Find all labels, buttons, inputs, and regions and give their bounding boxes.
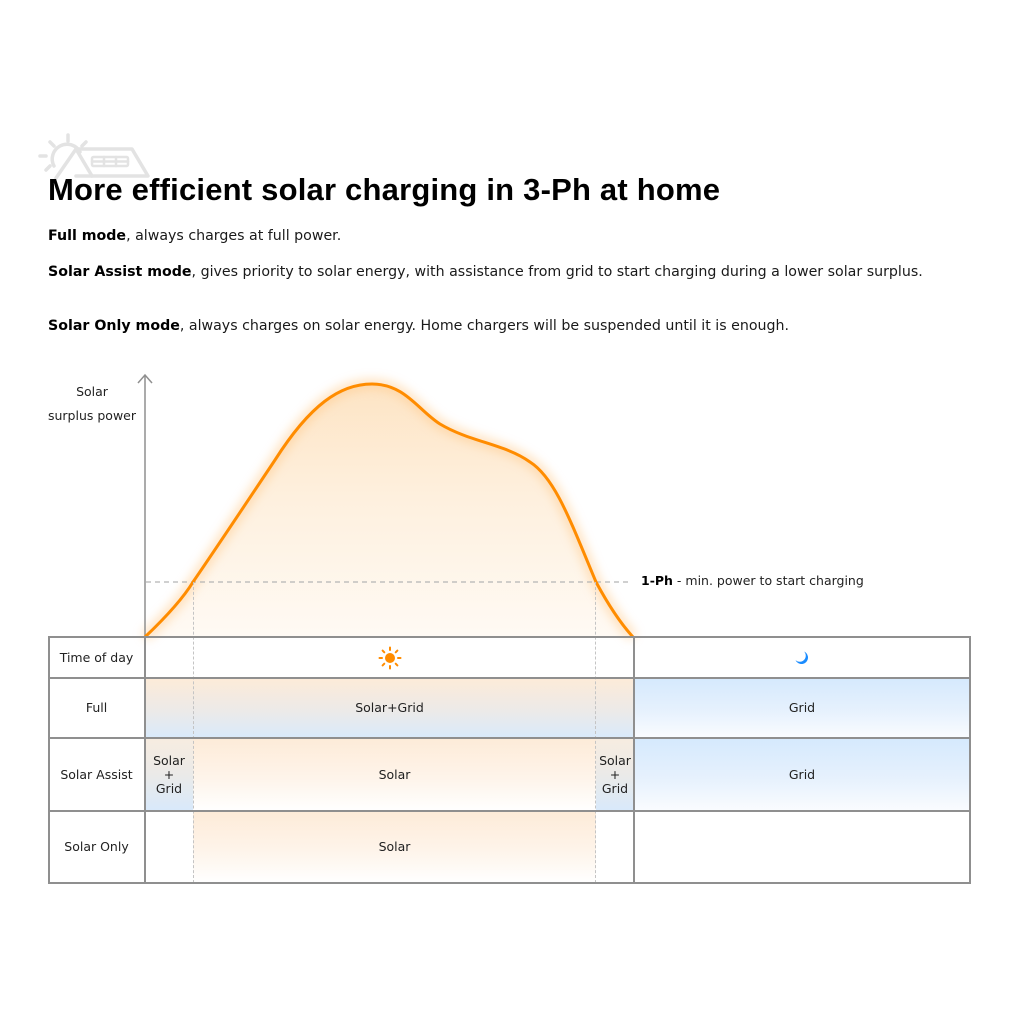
- solar-only-day-cell: Solar: [193, 811, 596, 883]
- full-mode-text: , always charges at full power.: [126, 228, 342, 244]
- solar-surplus-curve: [143, 382, 635, 639]
- full-mode-label: Full mode: [48, 228, 127, 244]
- mode-label-solar-assist: Solar Assist: [48, 738, 145, 811]
- table-divider-3: [48, 810, 970, 812]
- threshold-label-bold: 1-Ph: [641, 573, 673, 588]
- solar-assist-night-value: Grid: [788, 766, 816, 782]
- mode-full-text: Full: [85, 700, 108, 715]
- y-axis-label-line1: Solar: [76, 384, 108, 399]
- solar-surplus-chart: [137, 373, 637, 641]
- threshold-end-guide: [595, 582, 596, 883]
- full-mode-description: Full mode, always charges at full power.: [48, 227, 928, 245]
- solar-only-day-value: Solar: [378, 839, 411, 854]
- y-axis-arrow-icon: [137, 373, 153, 384]
- sun-icon: [378, 646, 401, 669]
- solar-assist-mode-text: , gives priority to solar energy, with a…: [191, 264, 923, 280]
- solar-only-mode-label: Solar Only mode: [48, 318, 180, 334]
- table-divider-1: [48, 677, 970, 679]
- full-night-cell: Grid: [634, 678, 970, 738]
- mode-label-full: Full: [48, 678, 145, 738]
- solar-assist-mode-label: Solar Assist mode: [48, 264, 192, 280]
- threshold-label-text: - min. power to start charging: [672, 573, 864, 588]
- solar-assist-edge-right-l2: +: [609, 766, 621, 782]
- mode-table: Solar+Grid Grid Solar + Grid Solar Solar…: [48, 582, 971, 884]
- solar-assist-day-cell: Solar: [193, 738, 596, 811]
- solar-only-night-cell: [634, 811, 970, 883]
- solar-only-mode-description: Solar Only mode, always charges on solar…: [48, 317, 928, 335]
- solar-assist-edge-left-l1: Solar: [153, 752, 185, 768]
- table-divider-day-night: [633, 636, 635, 884]
- solar-assist-edge-left-l2: +: [163, 766, 175, 782]
- table-border-right: [969, 636, 971, 884]
- table-divider-2: [48, 737, 970, 739]
- y-axis-label-line2: surplus power: [47, 408, 137, 423]
- time-of-day-label: Time of day: [48, 637, 145, 678]
- solar-assist-night-cell: Grid: [634, 738, 970, 811]
- table-border-left: [48, 636, 50, 884]
- table-border-top: [48, 636, 970, 638]
- mode-solar-only-text: Solar Only: [64, 839, 129, 854]
- full-day-cell: Solar+Grid: [145, 678, 634, 738]
- page-title: More efficient solar charging in 3-Ph at…: [48, 172, 721, 207]
- solar-assist-edge-right-l3: Grid: [601, 780, 629, 796]
- solar-assist-edge-right-cell: Solar + Grid: [596, 738, 634, 811]
- solar-assist-day-value: Solar: [378, 766, 411, 782]
- threshold-label: 1-Ph - min. power to start charging: [641, 573, 864, 588]
- table-border-bottom: [48, 882, 970, 884]
- table-divider-label: [144, 636, 146, 884]
- full-night-value: Grid: [788, 700, 816, 715]
- day-header-cell: [145, 637, 634, 678]
- solar-assist-edge-left-cell: Solar + Grid: [145, 738, 193, 811]
- threshold-start-guide: [193, 582, 194, 883]
- night-header-cell: [634, 637, 970, 678]
- solar-roof-icon: [38, 133, 150, 180]
- solar-surplus-area: [145, 384, 633, 637]
- solar-assist-mode-description: Solar Assist mode, gives priority to sol…: [48, 263, 928, 281]
- solar-assist-edge-left-l3: Grid: [155, 780, 183, 796]
- solar-assist-edge-right-l1: Solar: [599, 752, 631, 768]
- mode-label-solar-only: Solar Only: [48, 811, 145, 883]
- moon-icon: [795, 651, 808, 664]
- solar-only-mode-text: , always charges on solar energy. Home c…: [179, 318, 790, 334]
- mode-solar-assist-text: Solar Assist: [60, 766, 133, 782]
- full-day-value: Solar+Grid: [355, 700, 424, 715]
- time-of-day-text: Time of day: [59, 649, 134, 665]
